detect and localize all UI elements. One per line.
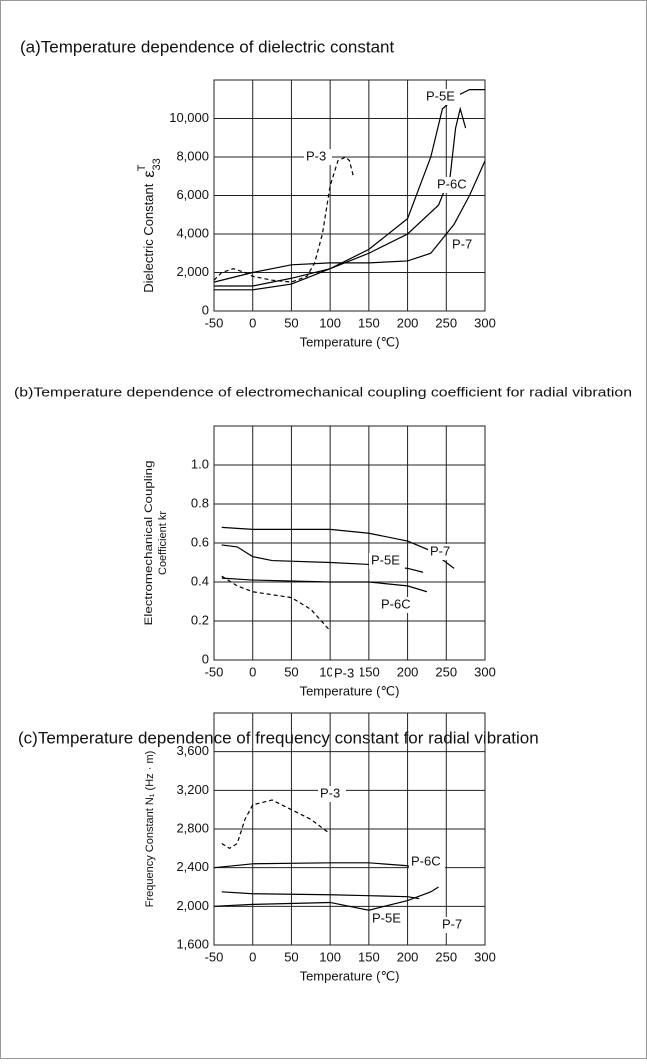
series-label-bg [424,89,460,105]
series-line [221,891,420,900]
series-label: P-6C [411,853,441,868]
y-tick-label: 2,400 [176,859,209,874]
x-tick-label: 300 [474,949,496,964]
x-tick-label: 250 [435,315,457,330]
series-label: P-3 [334,665,354,680]
x-tick-label: 150 [358,664,380,679]
plot-frame [213,79,486,312]
series-label: P-7 [452,236,472,251]
y-axis-label: Frequency Constant N₁ (Hz · m) [144,751,156,908]
chart-title: (c)Temperature dependence of frequency c… [18,728,539,747]
series-label-bg [369,553,405,569]
x-tick-label: 250 [435,949,457,964]
x-tick-label: 100 [319,949,341,964]
y-tick-label: 2,000 [176,898,209,913]
y-tick-label: 3,200 [176,782,209,797]
y-tick-label: 1,600 [176,936,209,951]
x-tick-label: 200 [397,949,419,964]
chart-title: (b)Temperature dependence of electromech… [14,384,632,399]
series-label: P-5E [371,552,400,567]
y-tick-label: 1.0 [191,456,209,471]
x-axis-label: Temperature (℃) [300,968,400,983]
series-label-bg [304,149,332,165]
y-tick-label: 10,000 [169,110,209,125]
plot-frame [213,712,486,946]
series-line [213,160,486,283]
x-tick-label: 0 [249,664,256,679]
y-tick-label: 6,000 [176,187,209,202]
x-tick-label: 50 [284,949,298,964]
series-label: P-5E [372,910,401,925]
series-label-bg [370,911,406,927]
x-tick-label: -50 [205,949,224,964]
x-tick-label: 150 [358,315,380,330]
y-tick-label: 8,000 [176,148,209,163]
y-label-text: Dielectric Constant [141,183,156,292]
y-axis-label: Electromechanical Coupling [143,461,155,626]
x-axis-label: Temperature (℃) [300,334,400,349]
x-tick-label: 150 [358,949,380,964]
x-tick-label: 300 [474,315,496,330]
x-tick-label: 100 [319,315,341,330]
series-label-bg [332,666,360,682]
y-axis-label: Dielectric Constant ε33T [136,158,163,293]
x-tick-label: 200 [397,664,419,679]
series-label: P-3 [306,148,326,163]
series-label-bg [440,917,468,933]
y-label-sup: T [136,164,148,171]
series-label-bg [428,544,456,560]
series-line [221,577,428,593]
x-tick-label: 300 [474,664,496,679]
x-tick-label: 200 [397,315,419,330]
series-line [214,89,485,291]
x-tick-label: -50 [205,664,224,679]
series-line [213,886,439,911]
plot-frame [213,425,486,661]
x-tick-label: 50 [284,664,298,679]
y-axis-label: Coefficient kr [157,511,169,575]
series-label: P-7 [430,543,450,558]
y-tick-label: 0.2 [191,612,209,627]
series-label: P-7 [442,916,462,931]
series-label: P-3 [320,785,340,800]
y-tick-label: 2,000 [176,264,209,279]
y-tick-label: 2,800 [176,820,209,835]
series-label: P-6C [437,176,467,191]
y-tick-label: 4,000 [176,225,209,240]
series-label-bg [379,597,415,613]
y-label-sub: 33 [151,158,163,170]
series-line [214,106,467,287]
x-tick-label: 250 [435,664,457,679]
y-tick-label: 0 [202,302,209,317]
y-label-symbol: ε [141,171,158,178]
series-label-bg [318,786,346,802]
x-axis-label: Temperature (℃) [300,683,400,698]
y-tick-label: 0.4 [191,573,209,588]
series-label: P-6C [381,596,411,611]
x-tick-label: 0 [249,949,256,964]
x-tick-label: -50 [205,315,224,330]
chart-title: (a)Temperature dependence of dielectric … [20,37,394,56]
y-tick-label: 0.8 [191,495,209,510]
y-tick-label: 0.6 [191,534,209,549]
y-tick-label: 0 [202,651,209,666]
series-line [221,575,331,632]
x-tick-label: 50 [284,315,298,330]
series-label-bg [435,177,471,193]
series-label: P-5E [426,88,455,103]
y-tick-label: 3,600 [176,743,209,758]
series-label-bg [409,854,445,870]
x-tick-label: 0 [249,315,256,330]
series-label-bg [450,237,478,253]
series-line [213,156,354,283]
